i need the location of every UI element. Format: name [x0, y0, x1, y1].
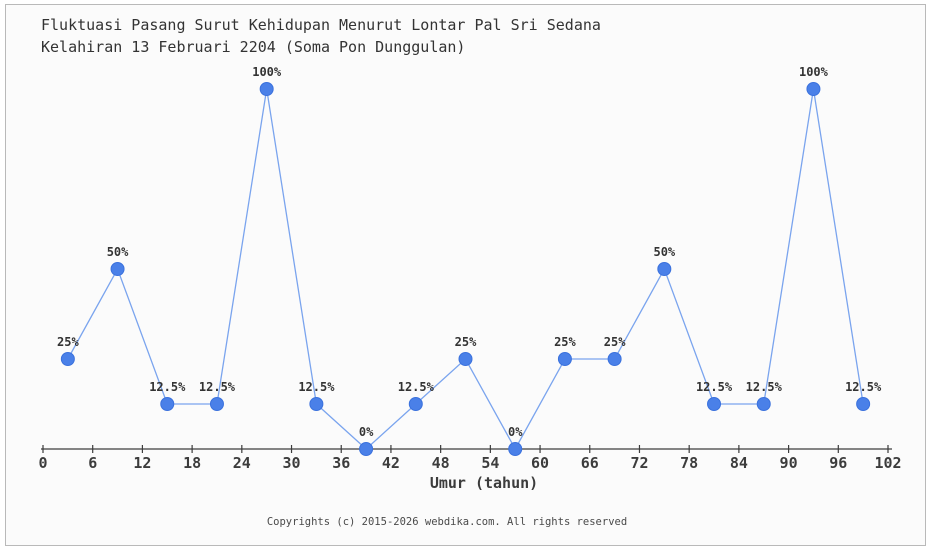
x-tick-label: 36 — [332, 454, 350, 472]
data-point-label: 12.5% — [845, 380, 882, 394]
data-point — [309, 397, 324, 411]
data-point-label: 50% — [107, 245, 129, 259]
x-tick-label: 24 — [233, 454, 251, 472]
data-point-label: 25% — [57, 335, 79, 349]
copyright-footer: Copyrights (c) 2015-2026 webdika.com. Al… — [266, 516, 628, 528]
x-tick-label: 54 — [481, 454, 499, 472]
data-point-label: 100% — [799, 65, 829, 79]
data-point-label: 12.5% — [398, 380, 435, 394]
data-point — [60, 352, 75, 366]
data-point — [657, 262, 672, 276]
x-tick-label: 30 — [282, 454, 300, 472]
data-point — [408, 397, 423, 411]
data-series — [60, 82, 871, 456]
data-point — [856, 397, 871, 411]
chart-title-line2: Kelahiran 13 Februari 2204 (Soma Pon Dun… — [41, 38, 466, 56]
data-point-label: 25% — [554, 335, 576, 349]
x-axis: 0 6 12 18 24 30 36 42 48 54 60 66 72 78 84 90 96 102 — [38, 445, 902, 472]
x-tick-label: 72 — [630, 454, 648, 472]
data-point — [209, 397, 224, 411]
data-point-label: 12.5% — [149, 380, 186, 394]
chart-title-line1: Fluktuasi Pasang Surut Kehidupan Menurut… — [41, 16, 601, 34]
data-point — [508, 442, 523, 456]
data-point-labels: 25% 50% 12.5% 12.5% 100% 12.5% 0% 12.5% 25% 0% 25%… — [57, 65, 882, 439]
data-point — [607, 352, 622, 366]
data-point-label: 0% — [359, 425, 374, 439]
x-tick-label: 60 — [531, 454, 549, 472]
data-point — [160, 397, 175, 411]
data-point-label: 12.5% — [696, 380, 733, 394]
data-point-label: 0% — [508, 425, 523, 439]
data-point-label: 12.5% — [746, 380, 783, 394]
data-point — [110, 262, 125, 276]
data-point — [557, 352, 572, 366]
data-point-label: 100% — [252, 65, 282, 79]
x-tick-label: 102 — [874, 454, 901, 472]
data-point-label: 12.5% — [199, 380, 236, 394]
x-tick-label: 84 — [730, 454, 748, 472]
x-tick-label: 90 — [780, 454, 798, 472]
data-point — [458, 352, 473, 366]
x-tick-label: 96 — [829, 454, 847, 472]
data-point-label: 12.5% — [298, 380, 335, 394]
series-line — [67, 88, 864, 451]
line-chart: 0 6 12 18 24 30 36 42 48 54 60 66 72 78 84 90 96 102 25% 5… — [38, 65, 902, 472]
data-point — [359, 442, 374, 456]
chart-title: Fluktuasi Pasang Surut Kehidupan Menurut… — [41, 14, 601, 58]
data-point-label: 50% — [653, 245, 675, 259]
data-point-label: 25% — [604, 335, 626, 349]
chart-figure: Fluktuasi Pasang Surut Kehidupan Menurut… — [5, 4, 926, 546]
data-point — [806, 82, 821, 96]
data-point — [756, 397, 771, 411]
x-axis-title: Umur (tahun) — [429, 474, 539, 492]
x-tick-label: 78 — [680, 454, 698, 472]
x-tick-label: 12 — [133, 454, 151, 472]
x-tick-label: 48 — [432, 454, 450, 472]
data-point — [259, 82, 274, 96]
data-point-label: 25% — [455, 335, 477, 349]
x-tick-label: 18 — [183, 454, 201, 472]
x-tick-label: 6 — [88, 454, 97, 472]
x-tick-label: 42 — [382, 454, 400, 472]
data-point — [707, 397, 722, 411]
x-tick-label: 66 — [581, 454, 599, 472]
x-tick-label: 0 — [38, 454, 47, 472]
